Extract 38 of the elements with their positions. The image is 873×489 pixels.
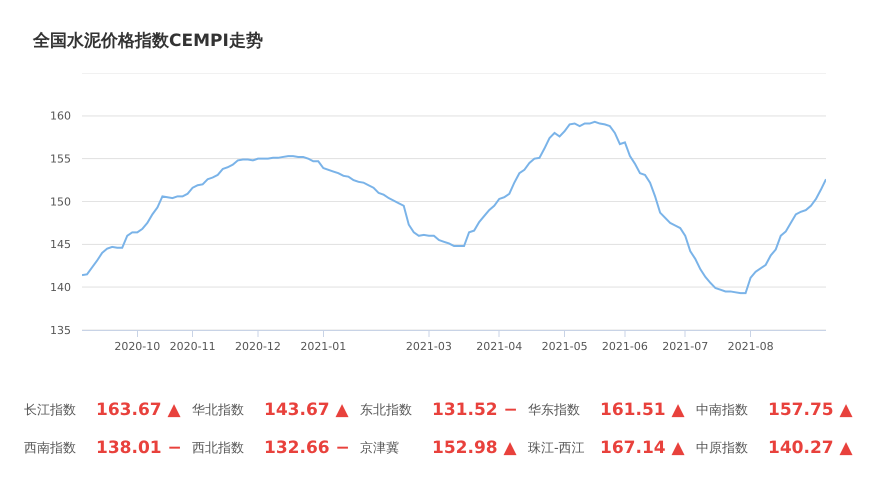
text: 西北指数 [192, 441, 244, 456]
text: 138.01 − [96, 438, 182, 458]
x-tick-label: 2021-04 [476, 340, 522, 354]
text: 西南指数 [24, 441, 76, 456]
y-tick-label: 140 [50, 281, 71, 294]
x-tick-label: 2020-10 [114, 340, 160, 354]
text: 132.66 − [264, 438, 350, 458]
y-tick-label: 135 [50, 324, 71, 337]
text: 华北指数 [192, 403, 244, 418]
x-tick-label: 2020-11 [170, 340, 216, 354]
text: 东北指数 [360, 403, 412, 418]
x-tick-label: 2020-12 [234, 340, 281, 354]
y-tick-label: 155 [50, 152, 71, 166]
text: 157.75 ▲ [768, 400, 854, 420]
text: 163.67 ▲ [96, 400, 182, 420]
text: 中南指数 [696, 403, 748, 418]
text: 152.98 ▲ [432, 438, 518, 458]
text: 143.67 ▲ [264, 400, 350, 420]
text: 140.27 ▲ [768, 438, 854, 458]
text: 华东指数 [528, 403, 580, 418]
text: 长江指数 [24, 403, 76, 418]
text: 167.14 ▲ [600, 438, 686, 458]
x-tick-label: 2021-05 [542, 340, 588, 354]
text: 161.51 ▲ [600, 400, 686, 420]
text: 中原指数 [696, 441, 748, 456]
chart-title: 全国水泥价格指数CEMPI走势 [32, 30, 263, 51]
y-tick-label: 160 [50, 110, 71, 123]
line-series [82, 120, 826, 294]
text: 131.52 − [432, 400, 518, 420]
y-tick-label: 150 [50, 195, 71, 208]
y-tick-label: 145 [50, 238, 71, 252]
x-tick-label: 2021-03 [406, 340, 452, 354]
x-tick-label: 2021-08 [728, 340, 774, 354]
x-tick-label: 2021-07 [662, 340, 708, 354]
text: 京津冀 [360, 441, 399, 456]
x-tick-label: 2021-06 [602, 340, 648, 354]
text: 珠江-西江 [528, 441, 585, 456]
x-tick-label: 2021-01 [300, 340, 346, 354]
